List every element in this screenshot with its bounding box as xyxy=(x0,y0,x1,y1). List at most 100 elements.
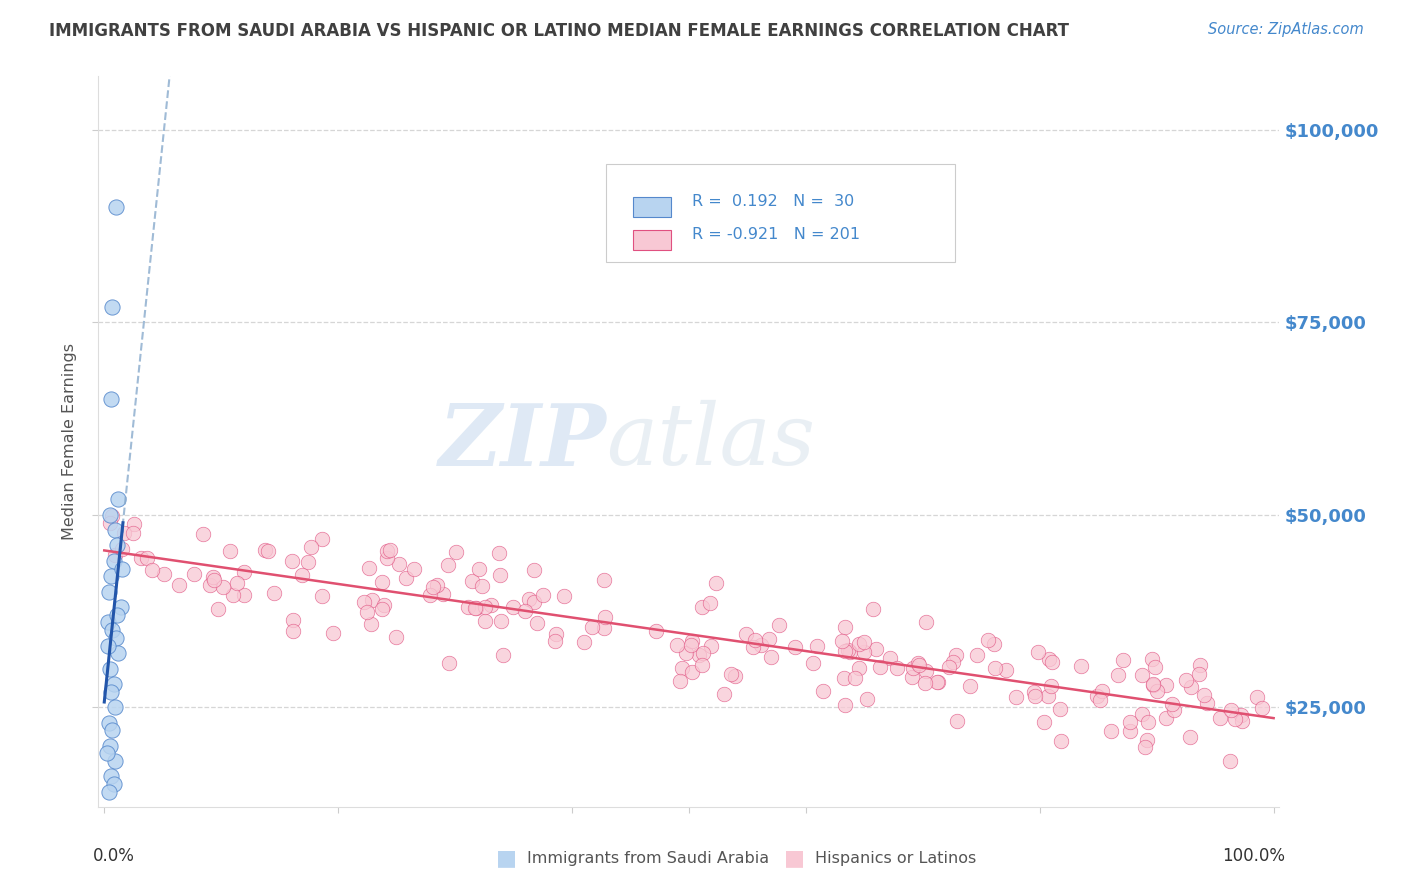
Point xyxy=(98,508,121,522)
FancyBboxPatch shape xyxy=(634,230,671,251)
Point xyxy=(759,650,782,665)
Point xyxy=(207,602,229,616)
Point xyxy=(1178,731,1201,745)
Point xyxy=(104,631,127,645)
Point xyxy=(97,615,120,630)
Point xyxy=(523,595,546,609)
Point xyxy=(1220,703,1243,717)
Point xyxy=(1163,703,1185,717)
Point xyxy=(925,675,948,690)
Point xyxy=(946,714,969,728)
Point xyxy=(299,540,322,554)
Point xyxy=(553,589,575,603)
Point xyxy=(844,671,866,685)
Point xyxy=(665,638,688,652)
Point xyxy=(831,633,853,648)
Point xyxy=(373,598,395,612)
Point xyxy=(104,548,127,562)
Point xyxy=(107,492,129,507)
Point xyxy=(375,551,398,566)
Point xyxy=(832,671,855,685)
Point xyxy=(283,624,305,638)
Point xyxy=(853,634,876,648)
Point xyxy=(1040,655,1063,669)
Point xyxy=(465,600,488,615)
Point xyxy=(360,616,382,631)
Point xyxy=(1219,754,1241,768)
Point xyxy=(444,545,467,559)
Point xyxy=(690,657,713,672)
Point xyxy=(1088,693,1111,707)
Point xyxy=(1070,659,1092,673)
Point xyxy=(432,587,454,601)
Point xyxy=(222,588,245,602)
Point xyxy=(758,632,780,647)
Point xyxy=(742,640,765,655)
Point xyxy=(112,526,135,541)
Point xyxy=(219,544,242,558)
Point xyxy=(915,664,938,678)
Point xyxy=(297,555,319,569)
Point xyxy=(263,586,285,600)
Point xyxy=(838,645,860,659)
Point xyxy=(100,769,122,783)
Point xyxy=(592,621,614,635)
Point xyxy=(1229,707,1251,722)
Point xyxy=(675,646,697,660)
Point xyxy=(371,602,394,616)
Point xyxy=(1039,679,1062,693)
Point xyxy=(100,392,122,407)
Point xyxy=(1156,678,1178,692)
Point xyxy=(97,785,120,799)
Point xyxy=(1143,659,1166,673)
Point xyxy=(378,542,401,557)
Point xyxy=(474,615,496,629)
Point xyxy=(419,588,441,602)
Point xyxy=(479,598,502,612)
Point xyxy=(803,657,825,671)
Point xyxy=(546,627,568,641)
Point xyxy=(1038,652,1060,666)
Point xyxy=(977,633,1000,648)
Point xyxy=(526,615,548,630)
Point xyxy=(645,624,668,639)
Point xyxy=(1130,706,1153,721)
Point xyxy=(1146,683,1168,698)
Point xyxy=(1026,645,1049,659)
Text: Source: ZipAtlas.com: Source: ZipAtlas.com xyxy=(1208,22,1364,37)
Point xyxy=(543,633,565,648)
Point xyxy=(942,656,965,670)
Point xyxy=(983,637,1005,651)
Point xyxy=(167,578,190,592)
Point xyxy=(202,569,225,583)
Point xyxy=(959,679,981,693)
FancyBboxPatch shape xyxy=(606,163,955,262)
Point xyxy=(488,545,510,559)
Point xyxy=(98,662,121,676)
Point xyxy=(100,569,122,583)
Point xyxy=(198,578,221,592)
Point xyxy=(834,644,856,658)
Point xyxy=(700,639,723,653)
Point xyxy=(103,554,125,568)
Point xyxy=(945,648,967,662)
Point xyxy=(862,601,884,615)
Point xyxy=(422,580,444,594)
Text: R =  0.192   N =  30: R = 0.192 N = 30 xyxy=(693,194,855,210)
Point xyxy=(744,633,766,648)
Point xyxy=(1154,711,1177,725)
Text: IMMIGRANTS FROM SAUDI ARABIA VS HISPANIC OR LATINO MEDIAN FEMALE EARNINGS CORREL: IMMIGRANTS FROM SAUDI ARABIA VS HISPANIC… xyxy=(49,22,1069,40)
Point xyxy=(388,558,411,572)
Point xyxy=(281,613,304,627)
Point xyxy=(1246,690,1268,704)
Point xyxy=(121,526,143,541)
Point xyxy=(426,577,449,591)
Point xyxy=(471,578,494,592)
Point xyxy=(1022,684,1045,698)
Point xyxy=(360,593,382,607)
Point xyxy=(384,630,406,644)
Point xyxy=(735,627,758,641)
Point xyxy=(1119,715,1142,730)
Point xyxy=(704,575,727,590)
Point xyxy=(1230,714,1253,728)
